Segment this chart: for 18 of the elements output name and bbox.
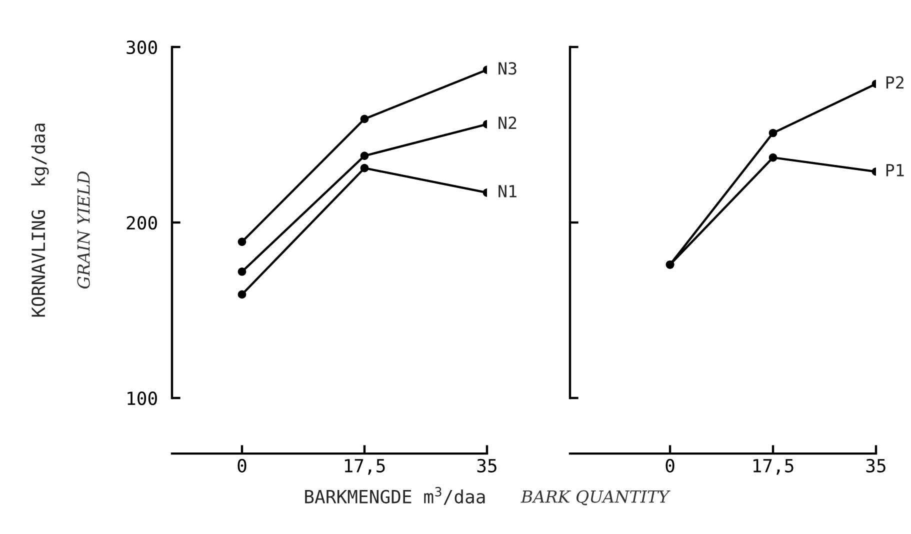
series-label: P2 [886, 76, 904, 88]
series-label: N2 [498, 116, 516, 129]
series-label: P1 [886, 164, 904, 176]
y-tick-label: 300 [126, 40, 157, 54]
x-axis-title: BARKMENGDE m$^{3}$/daa [305, 486, 485, 505]
x-tick-label: 0 [238, 458, 246, 472]
series-label: N3 [498, 62, 516, 75]
x-tick-label: 35 [866, 458, 886, 472]
x-tick-label: 17,5 [753, 459, 794, 475]
text: BARK QUANTITY [520, 490, 670, 506]
x-tick-label: 17,5 [344, 459, 385, 475]
y-tick-label: 200 [126, 216, 157, 230]
x-tick-label: 35 [477, 458, 496, 472]
text: GRAIN YIELD [77, 172, 90, 288]
y-axis-title: KORNAVLING kg/daa [31, 124, 49, 317]
series-label: N1 [498, 185, 516, 198]
y-tick-label: 100 [128, 392, 157, 406]
x-tick-label: 0 [666, 458, 674, 472]
